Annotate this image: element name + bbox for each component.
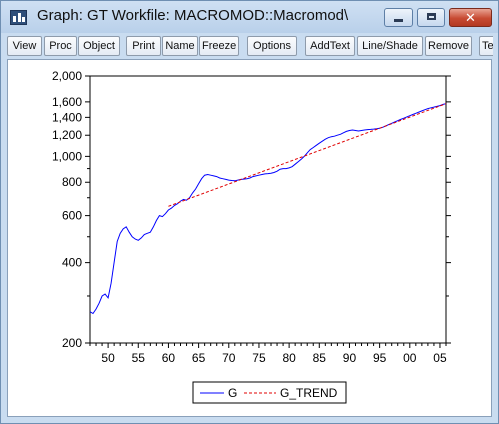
proc-button[interactable]: Proc [44,36,77,56]
maximize-icon [427,13,436,20]
legend-g-label: G [228,386,237,400]
legend: G G_TREND [193,382,346,403]
line-shade-button[interactable]: Line/Shade [357,36,423,56]
y-tick-label: 800 [62,175,82,189]
y-tick-label: 1,200 [52,128,82,142]
options-button[interactable]: Options [247,36,297,56]
x-tick-label: 85 [313,351,327,365]
y-tick-label: 1,600 [52,95,82,109]
y-tick-label: 2,000 [52,69,82,83]
remove-button[interactable]: Remove [425,36,472,56]
y-tick-label: 400 [62,256,82,270]
y-tick-label: 200 [62,336,82,350]
title-bar[interactable]: Graph: GT Workfile: MACROMOD::Macromod\ … [1,1,498,33]
x-tick-label: 80 [282,351,296,365]
print-button[interactable]: Print [126,36,161,56]
y-tick-label: 600 [62,209,82,223]
x-tick-label: 95 [373,351,387,365]
x-tick-label: 65 [192,351,206,365]
x-tick-label: 60 [162,351,176,365]
series-line-g-trend [168,104,446,207]
y-tick-label: 1,000 [52,149,82,163]
x-tick-label: 50 [101,351,115,365]
close-button[interactable]: ✕ [449,8,492,27]
x-tick-label: 05 [433,351,447,365]
window-title: Graph: GT Workfile: MACROMOD::Macromod\ [37,7,348,24]
graph-toolbar: View Proc Object Print Name Freeze Optio… [7,35,493,57]
name-button[interactable]: Name [162,36,198,56]
minimize-button[interactable] [384,8,413,27]
x-tick-label: 75 [252,351,266,365]
y-tick-label: 1,400 [52,110,82,124]
freeze-button[interactable]: Freeze [199,36,239,56]
view-button[interactable]: View [7,36,42,56]
legend-g-trend-label: G_TREND [280,386,338,400]
plot-frame [90,76,446,343]
series-line-g [90,104,446,314]
x-tick-label: 55 [132,351,146,365]
template-button[interactable]: Te [479,36,493,56]
addtext-button[interactable]: AddText [305,36,355,56]
minimize-icon [394,19,403,22]
graph-area: 200 400 600 800 1,000 1,200 1,400 1,600 2,000 50… [7,59,492,417]
x-tick-label: 00 [403,351,417,365]
close-icon: ✕ [465,10,476,25]
x-tick-label: 70 [222,351,236,365]
bar-chart-icon[interactable] [10,10,27,25]
maximize-button[interactable] [417,8,445,27]
object-button[interactable]: Object [78,36,120,56]
x-tick-label: 90 [343,351,357,365]
